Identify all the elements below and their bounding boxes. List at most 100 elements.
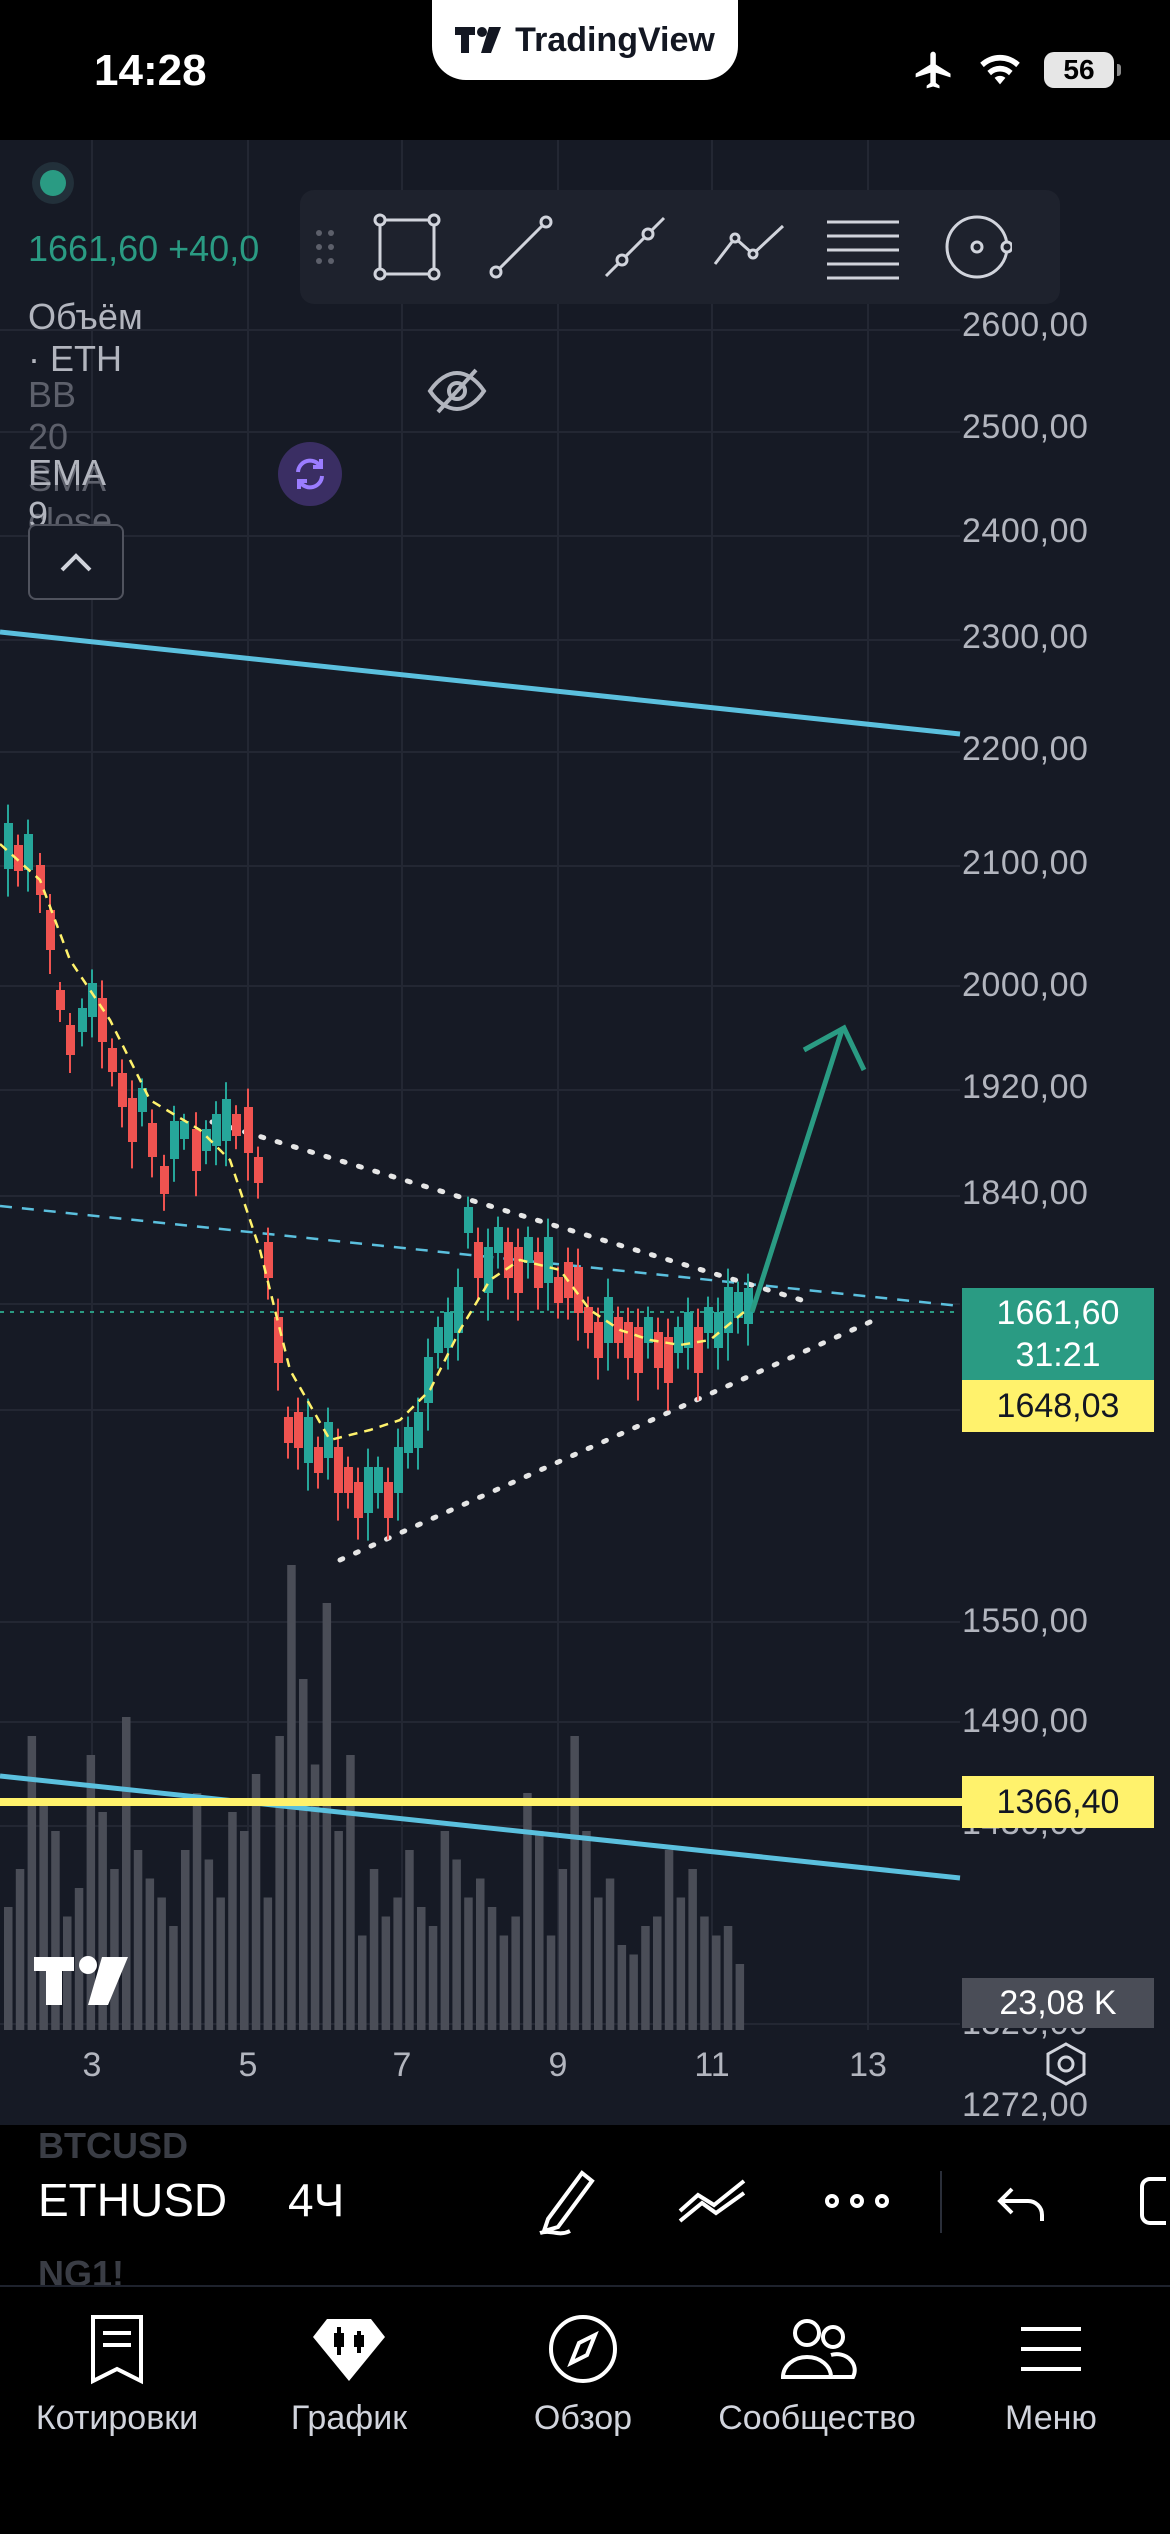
indicators-icon[interactable]: [676, 2161, 750, 2241]
time-axis-label: 9: [548, 2046, 568, 2084]
volume-bar: [15, 1869, 25, 2040]
chevron-up-icon: [60, 553, 92, 572]
trend-line-tool-icon[interactable]: [464, 190, 578, 304]
time-axis-label: 7: [392, 2046, 412, 2084]
candle-body: [384, 1482, 393, 1518]
time-axis-background: [0, 2030, 1170, 2125]
circle-tool-icon[interactable]: [920, 190, 1034, 304]
price-axis-label: 2500,00: [962, 408, 1089, 446]
tab-chart[interactable]: График: [234, 2307, 464, 2438]
candle-body: [524, 1237, 533, 1263]
tab-quotes[interactable]: Котировки: [2, 2307, 232, 2438]
price-axis-label: 1920,00: [962, 1068, 1089, 1106]
volume-bar: [263, 1897, 273, 2040]
settings-hex-icon[interactable]: [1040, 2038, 1092, 2090]
collapse-legend-button[interactable]: [28, 524, 124, 600]
candle-body: [118, 1073, 127, 1107]
legend-bollinger[interactable]: BB 20 SMA close 2: [28, 374, 113, 583]
volume-bar: [417, 1907, 426, 2040]
fullscreen-icon[interactable]: [1136, 2161, 1170, 2241]
volume-bar: [157, 1897, 166, 2040]
candle-body: [128, 1098, 137, 1142]
price-chart[interactable]: [0, 140, 1170, 2125]
tab-label: Обзор: [533, 2399, 633, 2437]
volume-bar: [216, 1897, 225, 2040]
tab-label: Котировки: [35, 2399, 199, 2437]
volume-bar: [240, 1831, 249, 2040]
candle-body: [364, 1467, 373, 1513]
price-axis-label: 2400,00: [962, 512, 1089, 550]
volume-bar: [428, 1926, 438, 2040]
triangle-upper-line: [209, 1119, 811, 1305]
candle-body: [108, 1048, 117, 1072]
volume-bar: [251, 1774, 261, 2040]
price-axis-label: 2300,00: [962, 618, 1089, 656]
last-price-tag: 1661,60 31:21: [962, 1288, 1154, 1386]
volume-bar: [653, 1916, 662, 2040]
timeframe-selector[interactable]: 4Ч: [288, 2174, 345, 2226]
candle-body: [544, 1237, 553, 1283]
symbol-selector[interactable]: ETHUSD: [38, 2174, 228, 2226]
symbol-toolbar: BTCUSD ETHUSD NG1! 4Ч: [0, 2125, 1170, 2294]
volume-bar: [63, 1916, 72, 2040]
candle-body: [148, 1123, 157, 1157]
volume-bar: [723, 1926, 733, 2040]
volume-bar: [700, 1916, 709, 2040]
time-axis-label: 3: [82, 2046, 102, 2084]
tab-overview[interactable]: Обзор: [468, 2307, 698, 2438]
time-axis-label: 11: [694, 2046, 730, 2084]
candle-body: [454, 1287, 463, 1333]
candle-body: [324, 1422, 333, 1458]
volume-bar: [487, 1907, 497, 2040]
tradingview-pill[interactable]: TradingView: [432, 0, 738, 80]
pencil-icon[interactable]: [534, 2161, 604, 2241]
candle-body: [254, 1157, 263, 1183]
candle-body: [222, 1099, 231, 1141]
candle-body: [494, 1227, 503, 1253]
chart-area[interactable]: 1661,60 +40,0 Объём · ETH BB 20 SMA clos…: [0, 140, 1170, 2125]
candle-body: [694, 1327, 703, 1373]
legend-price: 1661,60 +40,0: [28, 228, 260, 269]
candle-body: [714, 1312, 723, 1348]
cycle-icon[interactable]: [278, 442, 342, 506]
volume-bar: [499, 1935, 509, 2040]
time-axis-label: 5: [238, 2046, 258, 2084]
watchlist-icon: [91, 2315, 143, 2385]
menu-icon: [1021, 2327, 1081, 2371]
volume-bar: [4, 1907, 13, 2040]
candle-body: [484, 1247, 493, 1293]
drag-handle-icon[interactable]: [300, 227, 350, 267]
volume-bar: [275, 1736, 284, 2040]
volume-bar: [51, 1831, 60, 2040]
battery-indicator: 56: [1044, 52, 1121, 88]
community-icon: [780, 2319, 857, 2379]
candle-body: [244, 1107, 253, 1153]
ray-tool-icon[interactable]: [578, 190, 692, 304]
tab-menu[interactable]: Меню: [936, 2307, 1166, 2438]
candle-body: [644, 1317, 653, 1343]
price-axis-label: 1490,00: [962, 1702, 1089, 1740]
volume-bar: [381, 1916, 391, 2040]
more-icon[interactable]: [822, 2161, 892, 2241]
volume-bar: [204, 1859, 214, 2040]
dashed-trendline: [0, 1204, 961, 1308]
volume-bar: [133, 1850, 143, 2040]
ema-value-tag: 1648,03: [962, 1380, 1154, 1432]
candle-body: [664, 1337, 673, 1383]
tab-community[interactable]: Сообщество: [702, 2307, 932, 2438]
undo-icon[interactable]: [992, 2161, 1052, 2241]
hidden-eye-icon[interactable]: [426, 366, 488, 416]
legend-volume[interactable]: Объём · ETH: [28, 296, 143, 379]
candle-body: [304, 1417, 313, 1463]
fib-retracement-tool-icon[interactable]: [806, 190, 920, 304]
path-tool-icon[interactable]: [692, 190, 806, 304]
volume-bar: [310, 1764, 320, 2040]
volume-bar: [605, 1878, 615, 2040]
price-axis-label: 2100,00: [962, 844, 1089, 882]
rectangle-tool-icon[interactable]: [350, 190, 464, 304]
volume-bar: [594, 1897, 603, 2040]
drawing-toolbar[interactable]: [300, 190, 1060, 304]
prev-symbol[interactable]: BTCUSD: [38, 2125, 188, 2166]
separator: [940, 2171, 942, 2233]
tab-label: Меню: [1005, 2399, 1097, 2437]
